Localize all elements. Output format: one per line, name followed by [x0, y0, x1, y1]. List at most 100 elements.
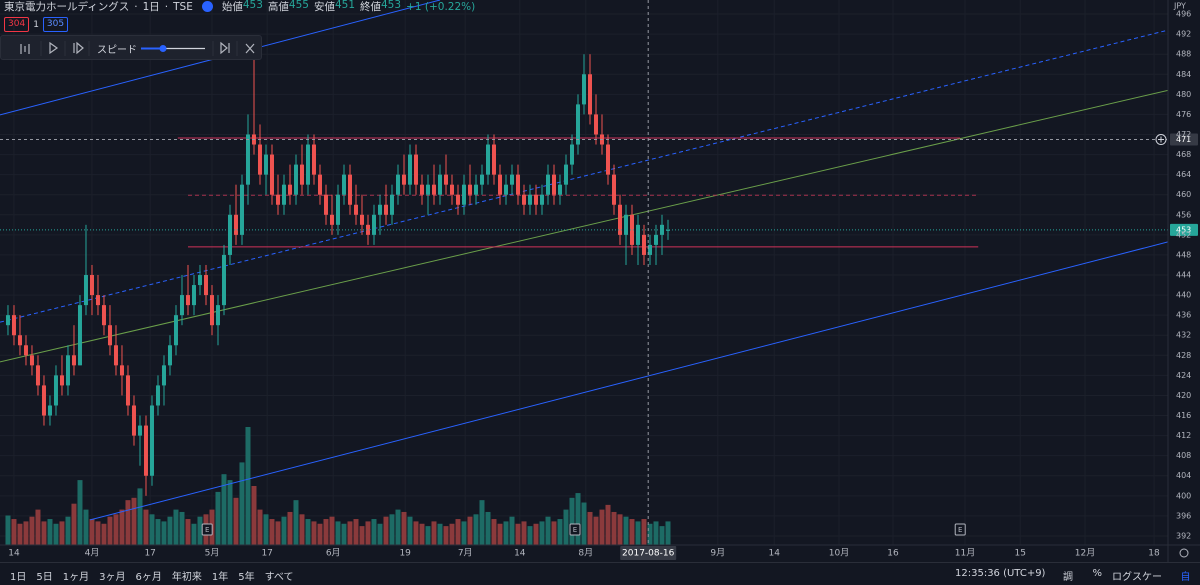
sell[interactable]: 304: [4, 17, 30, 32]
qty[interactable]: 1: [33, 19, 39, 30]
y-tick-label: 392: [1176, 531, 1191, 540]
volume-bar: [287, 511, 293, 545]
volume-bar: [599, 509, 605, 545]
volume-bar: [659, 526, 665, 545]
x-tick-label: 6月: [326, 548, 341, 559]
candle-body: [29, 355, 34, 366]
volume-bar: [389, 514, 395, 545]
candle-body: [113, 345, 118, 366]
volume-bar: [59, 521, 65, 545]
volume-bar: [407, 516, 413, 545]
select-icon[interactable]: [20, 44, 30, 54]
y-tick-label: 428: [1176, 351, 1191, 360]
range-button[interactable]: 6ヶ月: [135, 572, 162, 583]
settings-icon[interactable]: [1179, 548, 1189, 558]
candle-body: [563, 164, 568, 185]
volume-bar: [167, 516, 173, 545]
y-tick-label: 468: [1176, 150, 1191, 159]
volume-bar: [275, 521, 281, 545]
candle-body: [47, 405, 52, 416]
candle-body: [137, 425, 142, 436]
x-tick-label: 4月: [85, 548, 100, 559]
volume-bar: [425, 526, 431, 545]
y-tick-label: 492: [1176, 30, 1191, 39]
candle-body: [371, 214, 376, 235]
candle-body: [191, 285, 196, 306]
y-tick-label: 464: [1176, 170, 1191, 179]
candle-body: [203, 275, 208, 296]
y-tick-label: 448: [1176, 250, 1191, 259]
scale-button[interactable]: %: [1092, 568, 1103, 579]
scale-button[interactable]: 調整: [1063, 572, 1073, 583]
ohlc: 始値 453 高値 455 安値 451 終値 453: [222, 0, 401, 14]
candle-body: [624, 214, 629, 235]
candle-body: [425, 184, 430, 195]
range-button[interactable]: 3ヶ月: [99, 572, 126, 583]
range-button[interactable]: 5年: [238, 572, 255, 583]
y-tick-label: 476: [1176, 110, 1191, 119]
volume-bar: [251, 486, 257, 545]
candle-body: [485, 144, 490, 175]
symbol[interactable]: 東京電力ホールディングス: [4, 1, 130, 13]
volume-bar: [503, 521, 509, 545]
forward-icon[interactable]: [73, 41, 84, 55]
candle-body: [419, 184, 424, 195]
candle-body: [353, 204, 358, 215]
range-button[interactable]: 1日: [10, 572, 27, 583]
volume-bar: [563, 509, 569, 545]
candle-body: [594, 114, 599, 135]
close-icon[interactable]: [245, 43, 255, 54]
candle-body: [407, 154, 412, 185]
x-tick-label: 14: [514, 549, 526, 559]
scale-button[interactable]: 自動: [1180, 572, 1191, 583]
candle-body: [263, 154, 268, 175]
range-button[interactable]: 5日: [36, 572, 53, 583]
y-tick-label: 400: [1176, 491, 1191, 500]
speed-slider[interactable]: [159, 45, 167, 52]
volume-bar: [191, 523, 197, 545]
interval[interactable]: 1日: [142, 1, 160, 13]
candle-body: [305, 144, 310, 185]
scale-button[interactable]: ログスケール: [1112, 572, 1163, 583]
volume-bar: [245, 427, 251, 545]
crosshair-time-badge: [620, 546, 677, 560]
volume-bar: [329, 516, 335, 545]
volume-bar: [305, 519, 311, 545]
volume-bar: [437, 523, 443, 545]
play-icon[interactable]: [49, 41, 59, 55]
volume-bar: [443, 526, 449, 545]
volume-bar: [653, 521, 659, 545]
range-button[interactable]: 1ヶ月: [62, 572, 90, 583]
volume-bar: [581, 502, 587, 545]
y-tick-label: 484: [1176, 70, 1191, 79]
y-tick-label: 424: [1176, 371, 1191, 380]
range-button[interactable]: 年初来: [171, 572, 202, 583]
replay-icon[interactable]: [201, 1, 213, 12]
volume-bar: [143, 509, 149, 545]
volume-bar: [371, 519, 377, 545]
buy[interactable]: 305: [42, 17, 69, 32]
volume-bar: [71, 503, 77, 545]
candle-body: [461, 184, 466, 205]
y-tick-label: 480: [1176, 90, 1191, 99]
candle-body: [612, 174, 617, 205]
range-button[interactable]: すべて: [264, 572, 294, 583]
volume-bar: [419, 523, 425, 545]
ohlc-value: 451: [334, 0, 355, 11]
ohlc-label: 終値: [360, 1, 381, 13]
volume-bar: [623, 516, 629, 545]
volume-bar: [53, 523, 59, 545]
candle-body: [455, 194, 460, 205]
volume-bar: [605, 504, 611, 545]
speed-label: スピード: [97, 45, 137, 56]
x-tick-label: 19: [399, 549, 411, 559]
price-badge: [1170, 223, 1198, 236]
y-tick-label: 456: [1176, 210, 1191, 219]
volume-bar: [263, 514, 269, 545]
range-button[interactable]: 1年: [211, 572, 229, 583]
candle-body: [569, 144, 574, 165]
replay-icons: [20, 41, 255, 56]
jump-icon[interactable]: [220, 41, 230, 55]
x-tick-label: 17: [144, 549, 155, 559]
